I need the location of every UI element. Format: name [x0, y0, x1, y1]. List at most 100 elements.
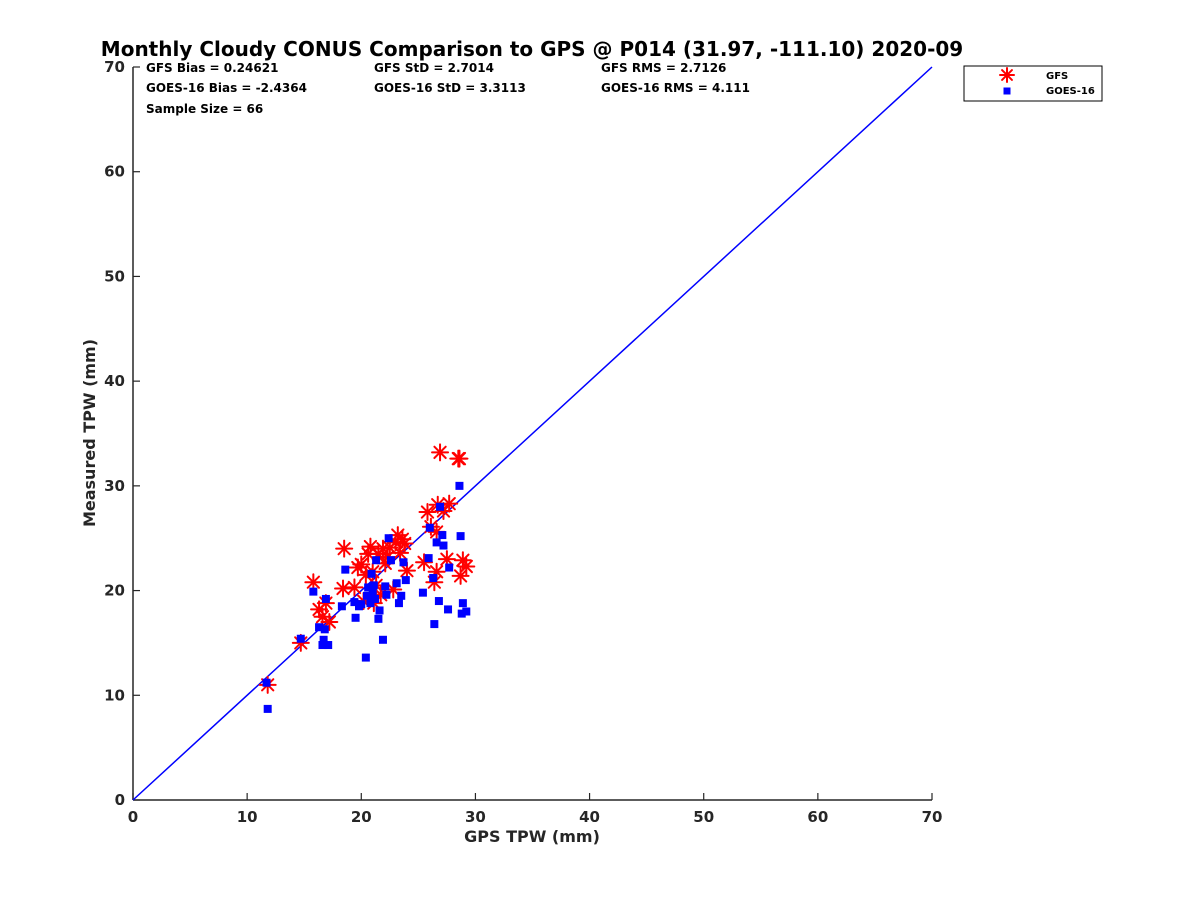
gfs-point [440, 494, 459, 513]
goes-16-point [319, 635, 328, 644]
goes-16-point [392, 579, 401, 588]
goes-16-point [425, 523, 434, 532]
stat-text: GFS Bias = 0.24621 [146, 61, 278, 75]
goes-16-point [315, 623, 324, 632]
goes-16-point [362, 591, 371, 600]
one-to-one-reference-line [132, 66, 933, 801]
goes-16-point [368, 587, 377, 596]
goes-16-point [445, 563, 454, 572]
y-tick-label: 60 [104, 163, 125, 181]
goes-16-point [399, 558, 408, 567]
statistics-panel: GFS Bias = 0.24621 GFS StD = 2.7014 GFS RM… [146, 61, 750, 116]
legend-label-gfs: GFS [1046, 71, 1068, 82]
gfs-point [418, 503, 437, 522]
gfs-point [345, 578, 364, 597]
goes-16-point [351, 613, 360, 622]
legend-marker-goes-16 [1003, 87, 1011, 95]
goes-16-point [318, 641, 327, 650]
x-tick-label: 30 [465, 808, 486, 826]
goes-16-point [444, 605, 453, 614]
axis-ticks: 0 10 20 30 40 50 60 70 0 10 20 30 40 50 60 70 [104, 58, 942, 826]
goes-16-point [430, 620, 439, 629]
goes-16-point [424, 554, 433, 563]
x-tick-label: 60 [807, 808, 828, 826]
goes-16-point [436, 502, 445, 511]
stat-text: GFS RMS = 2.7126 [601, 61, 726, 75]
goes-16-point [364, 583, 373, 592]
legend-marker-gfs [999, 67, 1015, 83]
stat-text: GOES-16 StD = 3.3113 [374, 81, 526, 95]
series-goes-16 [262, 481, 471, 713]
plot-area [132, 66, 933, 801]
goes-16-point [456, 532, 465, 541]
goes-16-point [341, 565, 350, 574]
goes-16-point [438, 531, 447, 540]
y-tick-label: 30 [104, 477, 125, 495]
legend: GFS GOES-16 [963, 65, 1103, 102]
x-tick-label: 0 [128, 808, 138, 826]
goes-16-point [457, 609, 466, 618]
goes-16-point [350, 598, 359, 607]
goes-16-point [455, 481, 464, 490]
goes-16-point [375, 606, 384, 615]
gfs-point [431, 443, 450, 462]
gfs-point [395, 534, 414, 553]
goes-16-point [357, 600, 366, 609]
goes-16-point [397, 591, 406, 600]
goes-16-point [384, 534, 393, 543]
x-axis-label: GPS TPW (mm) [464, 827, 600, 846]
goes-16-point [337, 602, 346, 611]
stat-text: Sample Size = 66 [146, 102, 263, 116]
goes-16-point [418, 588, 427, 597]
goes-16-point [386, 556, 395, 565]
goes-16-point [370, 594, 379, 603]
x-tick-label: 10 [237, 808, 258, 826]
y-tick-label: 40 [104, 372, 125, 390]
goes-16-point [374, 614, 383, 623]
x-tick-label: 20 [351, 808, 372, 826]
goes-16-point [432, 538, 441, 547]
stat-text: GFS StD = 2.7014 [374, 61, 494, 75]
goes-16-point [458, 599, 467, 608]
y-tick-label: 10 [104, 686, 125, 704]
y-tick-label: 20 [104, 582, 125, 600]
stat-text: GOES-16 RMS = 4.111 [601, 81, 750, 95]
goes-16-point [366, 599, 375, 608]
goes-16-point [394, 599, 403, 608]
goes-16-point [434, 597, 443, 606]
goes-16-point [321, 594, 330, 603]
x-tick-label: 50 [693, 808, 714, 826]
goes-16-point [378, 635, 387, 644]
x-tick-label: 40 [579, 808, 600, 826]
goes-16-point [381, 582, 390, 591]
goes-16-point [296, 634, 305, 643]
x-tick-label: 70 [922, 808, 943, 826]
legend-label-goes-16: GOES-16 [1046, 86, 1095, 97]
legend-box [963, 65, 1103, 102]
goes-16-point [367, 569, 376, 578]
goes-16-point [320, 625, 329, 634]
goes-16-point [309, 587, 318, 596]
goes-16-point [262, 678, 271, 687]
goes-16-point [439, 541, 448, 550]
gfs-point [451, 566, 470, 585]
goes-16-point [401, 576, 410, 585]
gfs-point [334, 579, 353, 598]
goes-16-point [324, 641, 333, 650]
gfs-point [361, 537, 380, 556]
goes-16-point [361, 653, 370, 662]
y-axis-label: Measured TPW (mm) [80, 339, 99, 527]
gfs-point [304, 573, 323, 592]
gfs-point [457, 557, 476, 576]
gfs-point [313, 607, 332, 626]
goes-16-point [429, 574, 438, 583]
y-tick-label: 50 [104, 267, 125, 285]
goes-16-point [369, 581, 378, 590]
stat-text: GOES-16 Bias = -2.4364 [146, 81, 307, 95]
gfs-point [450, 449, 469, 468]
y-tick-label: 0 [115, 791, 125, 809]
goes-16-point [462, 607, 471, 616]
chart-title: Monthly Cloudy CONUS Comparison to GPS @… [101, 37, 963, 61]
